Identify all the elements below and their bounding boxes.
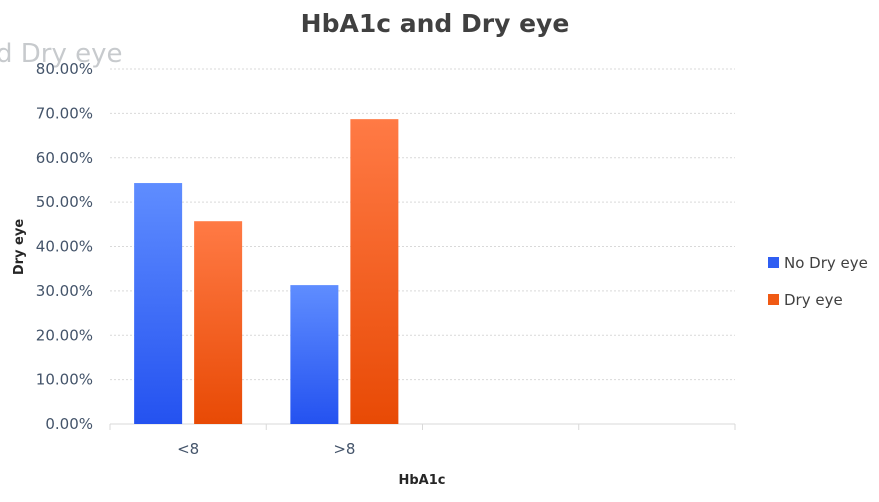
y-axis-title: Dry eye bbox=[12, 219, 27, 275]
bar-dry-eye-0 bbox=[194, 221, 243, 424]
y-tick-label: 40.00% bbox=[36, 238, 93, 256]
bar-no-dry-eye-0 bbox=[134, 183, 183, 424]
y-tick-label: 60.00% bbox=[36, 149, 93, 167]
y-tick-label: 20.00% bbox=[36, 326, 93, 344]
legend-swatch bbox=[768, 294, 779, 305]
legend-label: No Dry eye bbox=[784, 254, 868, 272]
x-tick-label: <8 bbox=[177, 440, 199, 458]
y-tick-label: 80.00% bbox=[36, 60, 93, 78]
y-tick-label: 0.00% bbox=[45, 415, 93, 433]
legend: No Dry eye Dry eye bbox=[768, 254, 868, 309]
bars bbox=[134, 119, 399, 425]
y-tick-label: 30.00% bbox=[36, 282, 93, 300]
legend-swatch bbox=[768, 257, 779, 268]
y-tick-label: 50.00% bbox=[36, 193, 93, 211]
y-tick-label: 10.00% bbox=[36, 371, 93, 389]
ghost-text: d Dry eye bbox=[0, 39, 123, 69]
y-tick-labels: 0.00% 10.00% 20.00% 30.00% 40.00% 50.00% 60.00… bbox=[36, 60, 93, 433]
x-tick-labels: <8 >8 bbox=[177, 440, 355, 458]
x-axis-title: HbA1c bbox=[399, 473, 446, 488]
legend-label: Dry eye bbox=[784, 291, 843, 309]
y-tick-label: 70.00% bbox=[36, 104, 93, 122]
x-tick-label: >8 bbox=[333, 440, 355, 458]
chart-title: HbA1c and Dry eye bbox=[301, 9, 570, 38]
bar-dry-eye-1 bbox=[350, 119, 399, 425]
bar-no-dry-eye-1 bbox=[290, 285, 339, 424]
